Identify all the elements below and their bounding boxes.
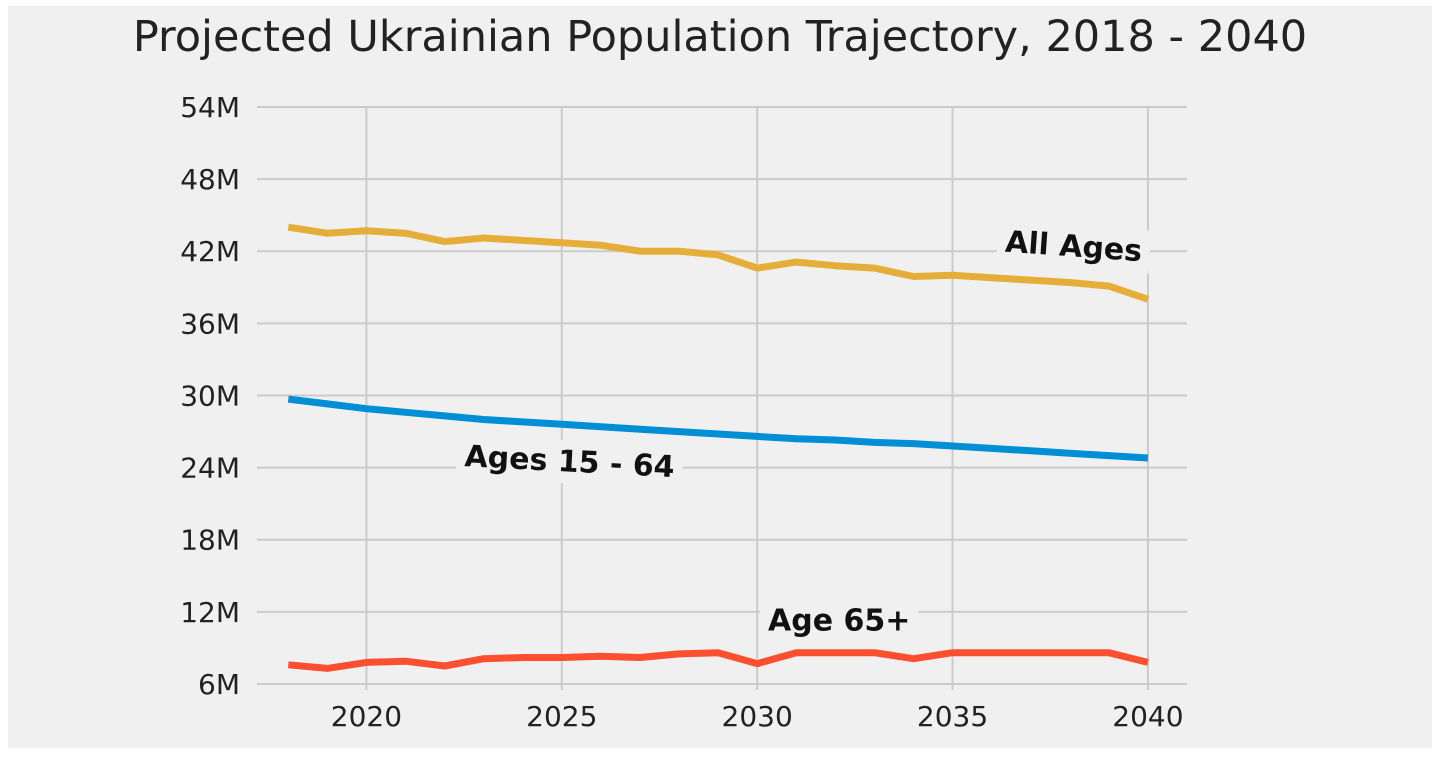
- y-tick-label: 36M: [180, 307, 240, 340]
- grid: [257, 106, 1187, 690]
- series-label-background: [760, 599, 919, 643]
- series-line-0: [287, 223, 1150, 303]
- y-tick-label: 12M: [180, 596, 240, 629]
- y-axis-ticks: 6M 12M 18M 24M 30M 36M 42M 48M 54M: [180, 91, 240, 701]
- series-label-group: All Ages: [995, 220, 1152, 274]
- x-tick-label: 2035: [917, 700, 988, 733]
- series-label-group: Ages 15 - 64: [455, 434, 684, 490]
- x-tick-label: 2040: [1112, 700, 1183, 733]
- y-tick-label: 42M: [180, 235, 240, 268]
- chart-title: Projected Ukrainian Population Trajector…: [132, 12, 1308, 62]
- x-tick-label: 2030: [722, 700, 793, 733]
- chart-background: [8, 6, 1432, 748]
- y-tick-label: 30M: [180, 379, 240, 412]
- y-tick-label: 48M: [180, 163, 240, 196]
- series-line-1: [287, 395, 1149, 462]
- y-tick-label: 6M: [198, 668, 240, 701]
- series-labels: All Ages Ages 15 - 64 Age 65+: [455, 220, 1152, 643]
- series-lines: [287, 223, 1150, 672]
- x-tick-label: 2025: [526, 700, 597, 733]
- series-label-group: Age 65+: [760, 599, 919, 643]
- x-axis-ticks: 2020 2025 2030 2035 2040: [331, 700, 1184, 733]
- y-tick-label: 24M: [180, 452, 240, 485]
- series-label-background: [455, 434, 684, 490]
- y-tick-label: 18M: [180, 524, 240, 557]
- y-tick-label: 54M: [180, 91, 240, 124]
- series-label-background: [995, 220, 1152, 274]
- series-line-2: [287, 649, 1149, 672]
- x-tick-label: 2020: [331, 700, 402, 733]
- series-label: Age 65+: [768, 603, 910, 638]
